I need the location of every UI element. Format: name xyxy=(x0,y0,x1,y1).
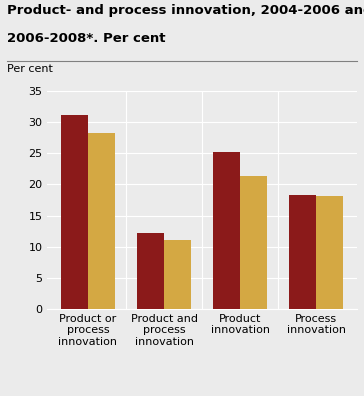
Text: Product- and process innovation, 2004-2006 and: Product- and process innovation, 2004-20… xyxy=(7,4,364,17)
Text: 2006-2008*. Per cent: 2006-2008*. Per cent xyxy=(7,32,166,45)
Bar xyxy=(88,133,115,309)
Bar xyxy=(62,115,88,309)
Bar xyxy=(316,196,343,309)
Text: Per cent: Per cent xyxy=(7,64,53,74)
Bar xyxy=(240,176,267,309)
Bar xyxy=(164,240,191,309)
Bar xyxy=(137,233,164,309)
Bar xyxy=(289,195,316,309)
Bar xyxy=(213,152,240,309)
